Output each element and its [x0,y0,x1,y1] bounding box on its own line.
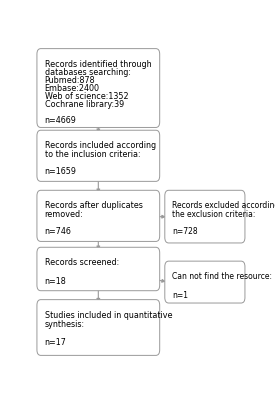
Text: the exclusion criteria:: the exclusion criteria: [172,210,256,219]
Text: Studies included in quantitative: Studies included in quantitative [45,311,172,320]
Text: Records excluded according to: Records excluded according to [172,201,275,210]
Text: to the inclusion criteria:: to the inclusion criteria: [45,150,140,159]
Text: n=1659: n=1659 [45,167,77,176]
Text: Records included according: Records included according [45,141,156,150]
Text: Records identified through: Records identified through [45,60,151,69]
FancyBboxPatch shape [165,190,245,243]
Text: n=17: n=17 [45,338,67,348]
Text: n=1: n=1 [172,291,188,300]
Text: synthesis:: synthesis: [45,320,85,329]
Text: Web of science:1352: Web of science:1352 [45,92,128,101]
Text: n=746: n=746 [45,227,72,236]
Text: Records after duplicates: Records after duplicates [45,201,142,210]
Text: n=18: n=18 [45,277,66,286]
Text: Cochrane library:39: Cochrane library:39 [45,100,124,109]
FancyBboxPatch shape [37,247,160,291]
Text: Records screened:: Records screened: [45,258,119,267]
Text: removed:: removed: [45,210,83,219]
Text: Embase:2400: Embase:2400 [45,84,100,93]
Text: Pubmed:878: Pubmed:878 [45,76,95,85]
Text: n=4669: n=4669 [45,116,76,125]
FancyBboxPatch shape [37,190,160,242]
Text: databases searching:: databases searching: [45,68,131,77]
FancyBboxPatch shape [37,300,160,355]
Text: Can not find the resource:: Can not find the resource: [172,272,273,281]
FancyBboxPatch shape [165,261,245,303]
Text: n=728: n=728 [172,227,198,236]
FancyBboxPatch shape [37,49,160,128]
FancyBboxPatch shape [37,130,160,181]
